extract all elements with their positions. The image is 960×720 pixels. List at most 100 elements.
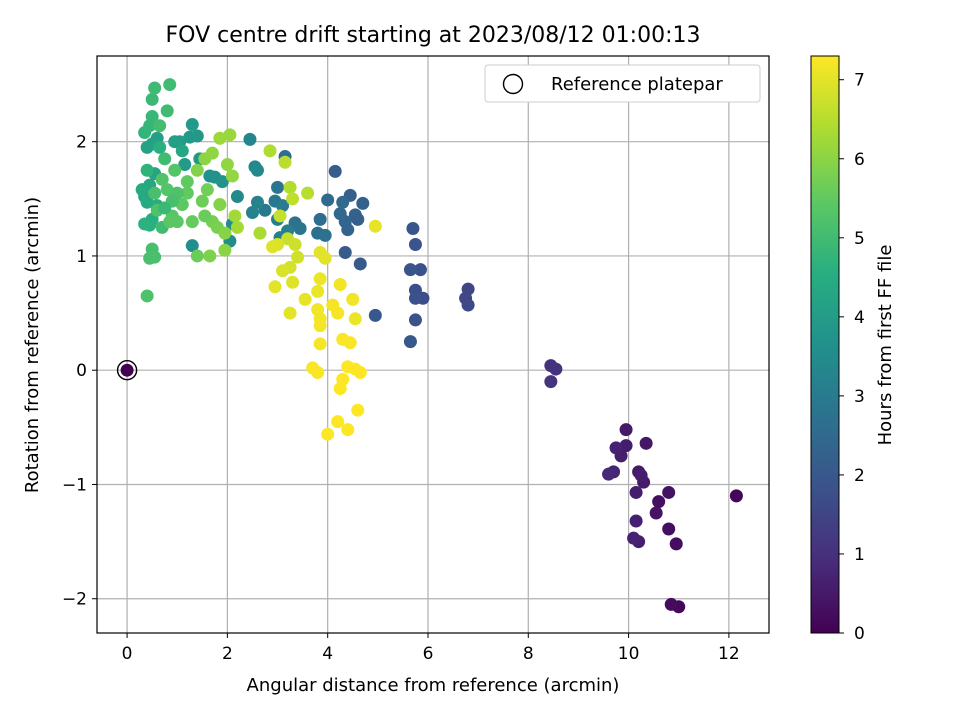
- reference-ring: [116, 360, 138, 381]
- data-point: [153, 119, 167, 133]
- legend-label: Reference platepar: [551, 74, 723, 95]
- data-point: [602, 467, 616, 481]
- data-point: [652, 495, 666, 509]
- data-point: [629, 514, 643, 528]
- data-point: [619, 423, 633, 437]
- data-point: [413, 263, 427, 277]
- y-axis-label: Rotation from reference (arcmin): [22, 197, 43, 493]
- data-point: [200, 183, 214, 197]
- data-point: [148, 81, 162, 95]
- colorbar-gradient: [810, 55, 840, 634]
- data-point: [368, 308, 382, 322]
- data-point: [336, 332, 350, 346]
- x-tick-label: 4: [322, 644, 333, 664]
- data-point: [664, 597, 678, 611]
- colorbar-tick-label: 3: [854, 387, 865, 407]
- data-point: [266, 240, 280, 254]
- data-point: [288, 238, 302, 252]
- data-point: [286, 192, 300, 206]
- data-point: [205, 146, 219, 160]
- data-point: [190, 249, 204, 263]
- data-point: [160, 183, 174, 197]
- data-point: [230, 190, 244, 204]
- data-point: [145, 92, 159, 106]
- data-point: [406, 222, 420, 236]
- data-point: [609, 441, 623, 455]
- data-point: [168, 163, 182, 177]
- data-point: [408, 313, 422, 327]
- colorbar-ticks: 0 1 2 3 4 5 6 7: [839, 71, 865, 644]
- data-point: [639, 436, 653, 450]
- data-point: [313, 212, 327, 226]
- data-point: [313, 272, 327, 286]
- x-tick-label: 2: [222, 644, 233, 664]
- data-point: [408, 291, 422, 305]
- data-point: [148, 186, 162, 200]
- data-point: [163, 215, 177, 229]
- y-tick-label: 1: [76, 247, 87, 267]
- data-point: [333, 278, 347, 292]
- data-point: [321, 427, 335, 441]
- x-tick-label: 12: [718, 644, 740, 664]
- colorbar-tick-label: 5: [854, 229, 865, 249]
- data-point: [341, 223, 355, 237]
- data-point: [353, 257, 367, 271]
- data-point: [333, 207, 347, 221]
- data-point: [669, 537, 683, 551]
- data-point: [153, 140, 167, 154]
- data-point: [331, 415, 345, 429]
- data-point: [298, 292, 312, 306]
- y-tick-label: 0: [76, 361, 87, 381]
- data-point: [348, 312, 362, 326]
- data-point: [245, 206, 259, 220]
- data-point: [321, 193, 335, 207]
- data-point: [213, 198, 227, 212]
- data-point: [263, 144, 277, 158]
- y-tick-label: 2: [76, 133, 87, 153]
- colorbar-tick-label: 6: [854, 150, 865, 170]
- data-point: [190, 163, 204, 177]
- chart-title: FOV centre drift starting at 2023/08/12 …: [166, 23, 701, 48]
- colorbar-tick-label: 1: [854, 545, 865, 565]
- data-point: [649, 506, 663, 520]
- data-point: [158, 201, 172, 215]
- data-point: [301, 186, 315, 200]
- data-point: [175, 144, 189, 158]
- data-point: [225, 169, 239, 183]
- data-point: [293, 222, 307, 236]
- data-point: [185, 118, 199, 132]
- data-point: [180, 175, 194, 189]
- data-point: [185, 239, 199, 253]
- data-point: [276, 199, 290, 213]
- data-point: [353, 365, 367, 379]
- data-point: [544, 375, 558, 389]
- data-point: [368, 219, 382, 233]
- data-point: [627, 531, 641, 545]
- colorbar-tick-label: 0: [854, 624, 865, 644]
- data-point: [155, 172, 169, 186]
- data-point: [223, 128, 237, 142]
- data-point: [218, 226, 232, 240]
- data-point: [408, 238, 422, 252]
- data-point: [336, 372, 350, 386]
- data-point: [283, 180, 297, 194]
- data-point: [230, 220, 244, 234]
- data-point: [158, 152, 172, 166]
- grid: [97, 56, 769, 633]
- data-point: [356, 196, 370, 210]
- data-point: [313, 246, 327, 260]
- data-point: [140, 140, 154, 154]
- data-point: [619, 439, 633, 453]
- data-point: [291, 250, 305, 264]
- data-point: [140, 163, 154, 177]
- reference-marker: [116, 360, 138, 381]
- data-point: [183, 130, 197, 144]
- data-point: [140, 289, 154, 303]
- data-point: [662, 522, 676, 536]
- data-point: [168, 135, 182, 149]
- data-point: [253, 226, 267, 240]
- legend: Reference platepar: [484, 64, 761, 103]
- data-point: [629, 485, 643, 499]
- data-point: [243, 132, 257, 146]
- data-point: [175, 198, 189, 212]
